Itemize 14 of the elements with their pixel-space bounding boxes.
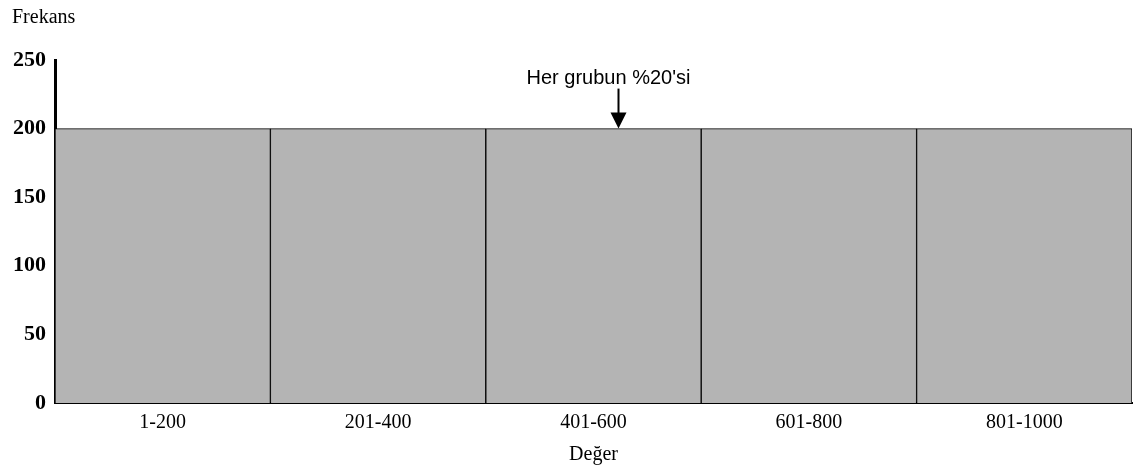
x-tick-label: 801-1000 <box>985 410 1063 433</box>
y-axis-title: Frekans <box>12 5 76 28</box>
y-tick-label: 100 <box>13 251 46 277</box>
y-tick-label: 150 <box>13 182 46 208</box>
x-tick-label: 601-800 <box>775 410 843 433</box>
y-tick-label: 200 <box>13 114 46 140</box>
annotation: Her grubun %20'si <box>526 66 691 89</box>
y-tick-label: 250 <box>13 45 46 71</box>
y-tick-label: 0 <box>35 388 46 414</box>
x-tick-label: 1-200 <box>139 410 187 433</box>
x-axis-title: Değer <box>569 442 619 466</box>
x-tick-label: 401-600 <box>560 410 627 433</box>
x-tick-label: 201-400 <box>344 410 412 433</box>
y-tick-label: 50 <box>24 320 46 346</box>
